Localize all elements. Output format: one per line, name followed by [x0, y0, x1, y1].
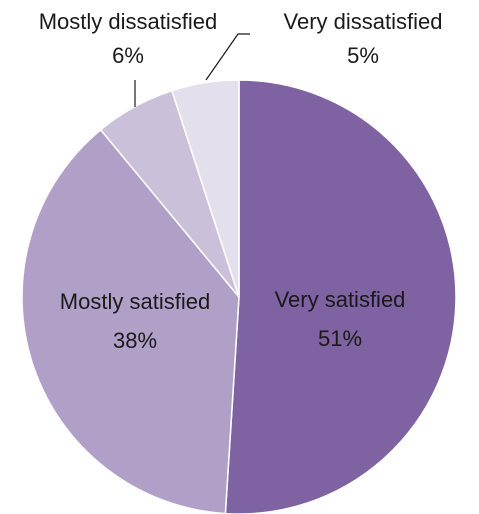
pie-slice-mostly-satisfied — [21, 128, 240, 514]
slices-layer — [21, 79, 457, 514]
pie-slice-very-satisfied — [224, 79, 457, 514]
leader-line-very-dissatisfied — [205, 33, 250, 81]
pie-slice-very-dissatisfied — [170, 79, 240, 298]
slice-value-very-dissatisfied: 5% — [347, 43, 379, 68]
slice-label-very-dissatisfied: Very dissatisfied — [284, 9, 443, 34]
slice-value-mostly-dissatisfied: 6% — [112, 43, 144, 68]
slice-labels: Very satisfied 51% Mostly satisfied 38% Most… — [39, 9, 443, 353]
slice-label-mostly-dissatisfied: Mostly dissatisfied — [39, 9, 218, 34]
slice-label-very-satisfied: Very satisfied — [275, 287, 406, 312]
slice-label-mostly-satisfied: Mostly satisfied — [60, 289, 210, 314]
leader-lines — [134, 33, 250, 107]
slice-value-mostly-satisfied: 38% — [113, 328, 157, 353]
slice-value-very-satisfied: 51% — [318, 326, 362, 351]
